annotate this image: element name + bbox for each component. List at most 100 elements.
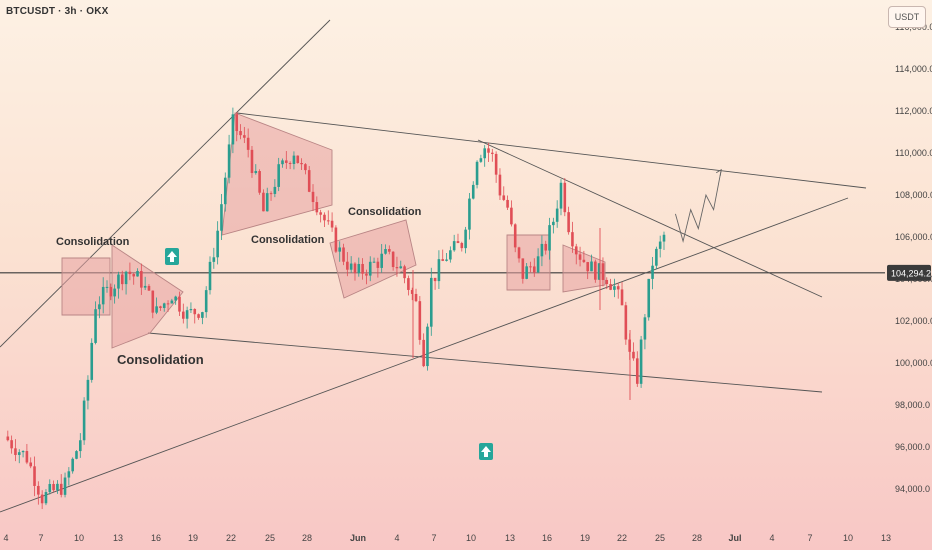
candle-body xyxy=(113,288,116,297)
candle-body xyxy=(635,358,639,384)
consolidation-zone xyxy=(329,219,417,299)
candle-body xyxy=(98,304,101,310)
annotations: Consolidation Consolidation Consolidation C… xyxy=(56,206,493,460)
candle-body xyxy=(384,249,387,254)
candle-body xyxy=(410,289,414,294)
price-tick-label: 100,000.0 xyxy=(895,358,932,368)
candle-body xyxy=(494,153,498,175)
price-tick-label: 96,000.0 xyxy=(895,442,930,452)
price-tick-label: 94,000.0 xyxy=(895,484,930,494)
time-tick-label: Jul xyxy=(728,533,741,543)
candle-body xyxy=(437,259,441,282)
candle-body xyxy=(300,163,303,165)
candle-body xyxy=(571,232,574,247)
candle-body xyxy=(262,192,265,212)
candle-body xyxy=(243,135,246,138)
candle-body xyxy=(380,253,383,268)
candle-body xyxy=(582,259,586,263)
time-tick-label: 25 xyxy=(655,533,665,543)
time-tick-label: 10 xyxy=(74,533,84,543)
candle-body xyxy=(33,466,36,486)
candle-body xyxy=(326,220,330,222)
candle-body xyxy=(441,259,445,261)
candle-body xyxy=(433,277,437,282)
time-axis: 4 7 10 13 16 19 22 25 28 Jun 4 7 10 13 16 19 22 25 28 Jul 4 7… xyxy=(3,533,891,543)
trend-line xyxy=(477,139,823,298)
candle-body xyxy=(346,261,349,270)
candle-body xyxy=(189,309,193,311)
candle-body xyxy=(239,131,242,136)
consolidation-label: Consolidation xyxy=(56,236,130,248)
currency-button[interactable]: USDT xyxy=(888,6,926,28)
price-tick-label: 108,000.0 xyxy=(895,190,932,200)
candle-body xyxy=(63,477,67,495)
candle-body xyxy=(624,305,628,340)
candle-body xyxy=(220,204,223,231)
candle-body xyxy=(372,261,376,263)
candle-body xyxy=(14,448,17,455)
candle-body xyxy=(376,261,380,268)
trend-line xyxy=(147,332,823,393)
projection-path xyxy=(675,168,722,243)
candle-body xyxy=(273,186,277,194)
candle-body xyxy=(227,144,231,178)
candle-body xyxy=(361,263,364,274)
candle-body xyxy=(620,289,624,306)
up-arrow-icon xyxy=(167,251,177,262)
candle-body xyxy=(292,155,296,164)
price-tick-label: 102,000.0 xyxy=(895,316,932,326)
candle-body xyxy=(6,436,10,441)
time-tick-label: 16 xyxy=(151,533,161,543)
time-tick-label: 28 xyxy=(692,533,702,543)
candle-body xyxy=(399,266,403,269)
candle-body xyxy=(479,158,483,162)
candle-body xyxy=(643,317,647,340)
candle-body xyxy=(82,400,86,441)
candle-body xyxy=(288,162,292,164)
candle-body xyxy=(44,492,48,504)
candle-body xyxy=(540,243,544,257)
candle-body xyxy=(391,251,395,268)
candle-body xyxy=(48,484,52,493)
time-tick-label: 22 xyxy=(226,533,236,543)
candle-body xyxy=(136,270,139,277)
candle-body xyxy=(525,266,528,279)
candle-body xyxy=(601,263,605,280)
trend-line xyxy=(236,112,867,189)
candle-body xyxy=(483,148,486,159)
candle-body xyxy=(353,263,357,274)
candle-body xyxy=(94,309,97,343)
candle-body xyxy=(464,229,467,249)
candle-body xyxy=(594,261,597,280)
candle-body xyxy=(204,290,208,313)
candle-body xyxy=(216,230,219,258)
candle-body xyxy=(10,440,13,449)
candle-body xyxy=(147,285,151,291)
symbol-label: BTCUSDT · 3h · OKX xyxy=(6,6,109,17)
candle-body xyxy=(342,247,345,262)
candle-body xyxy=(315,202,319,213)
candle-body xyxy=(151,290,155,313)
candle-body xyxy=(491,152,494,154)
consolidation-zone xyxy=(221,112,333,236)
drawing-overlays xyxy=(0,19,867,513)
candle-body xyxy=(510,207,513,225)
candle-body xyxy=(140,270,143,288)
candle-body xyxy=(605,279,609,285)
candle-body xyxy=(613,286,616,290)
candle-body xyxy=(132,274,136,277)
candle-body xyxy=(212,257,216,262)
candle-body xyxy=(71,458,74,472)
time-tick-label: 7 xyxy=(807,533,812,543)
time-tick-label: 4 xyxy=(394,533,399,543)
candle-body xyxy=(475,161,479,185)
candle-body xyxy=(254,171,258,174)
candle-body xyxy=(426,326,429,367)
candle-body xyxy=(208,261,212,291)
candle-body xyxy=(117,274,120,289)
candle-body xyxy=(395,267,399,269)
candle-body xyxy=(174,296,177,301)
candle-body xyxy=(334,227,338,252)
candle-body xyxy=(296,155,300,164)
